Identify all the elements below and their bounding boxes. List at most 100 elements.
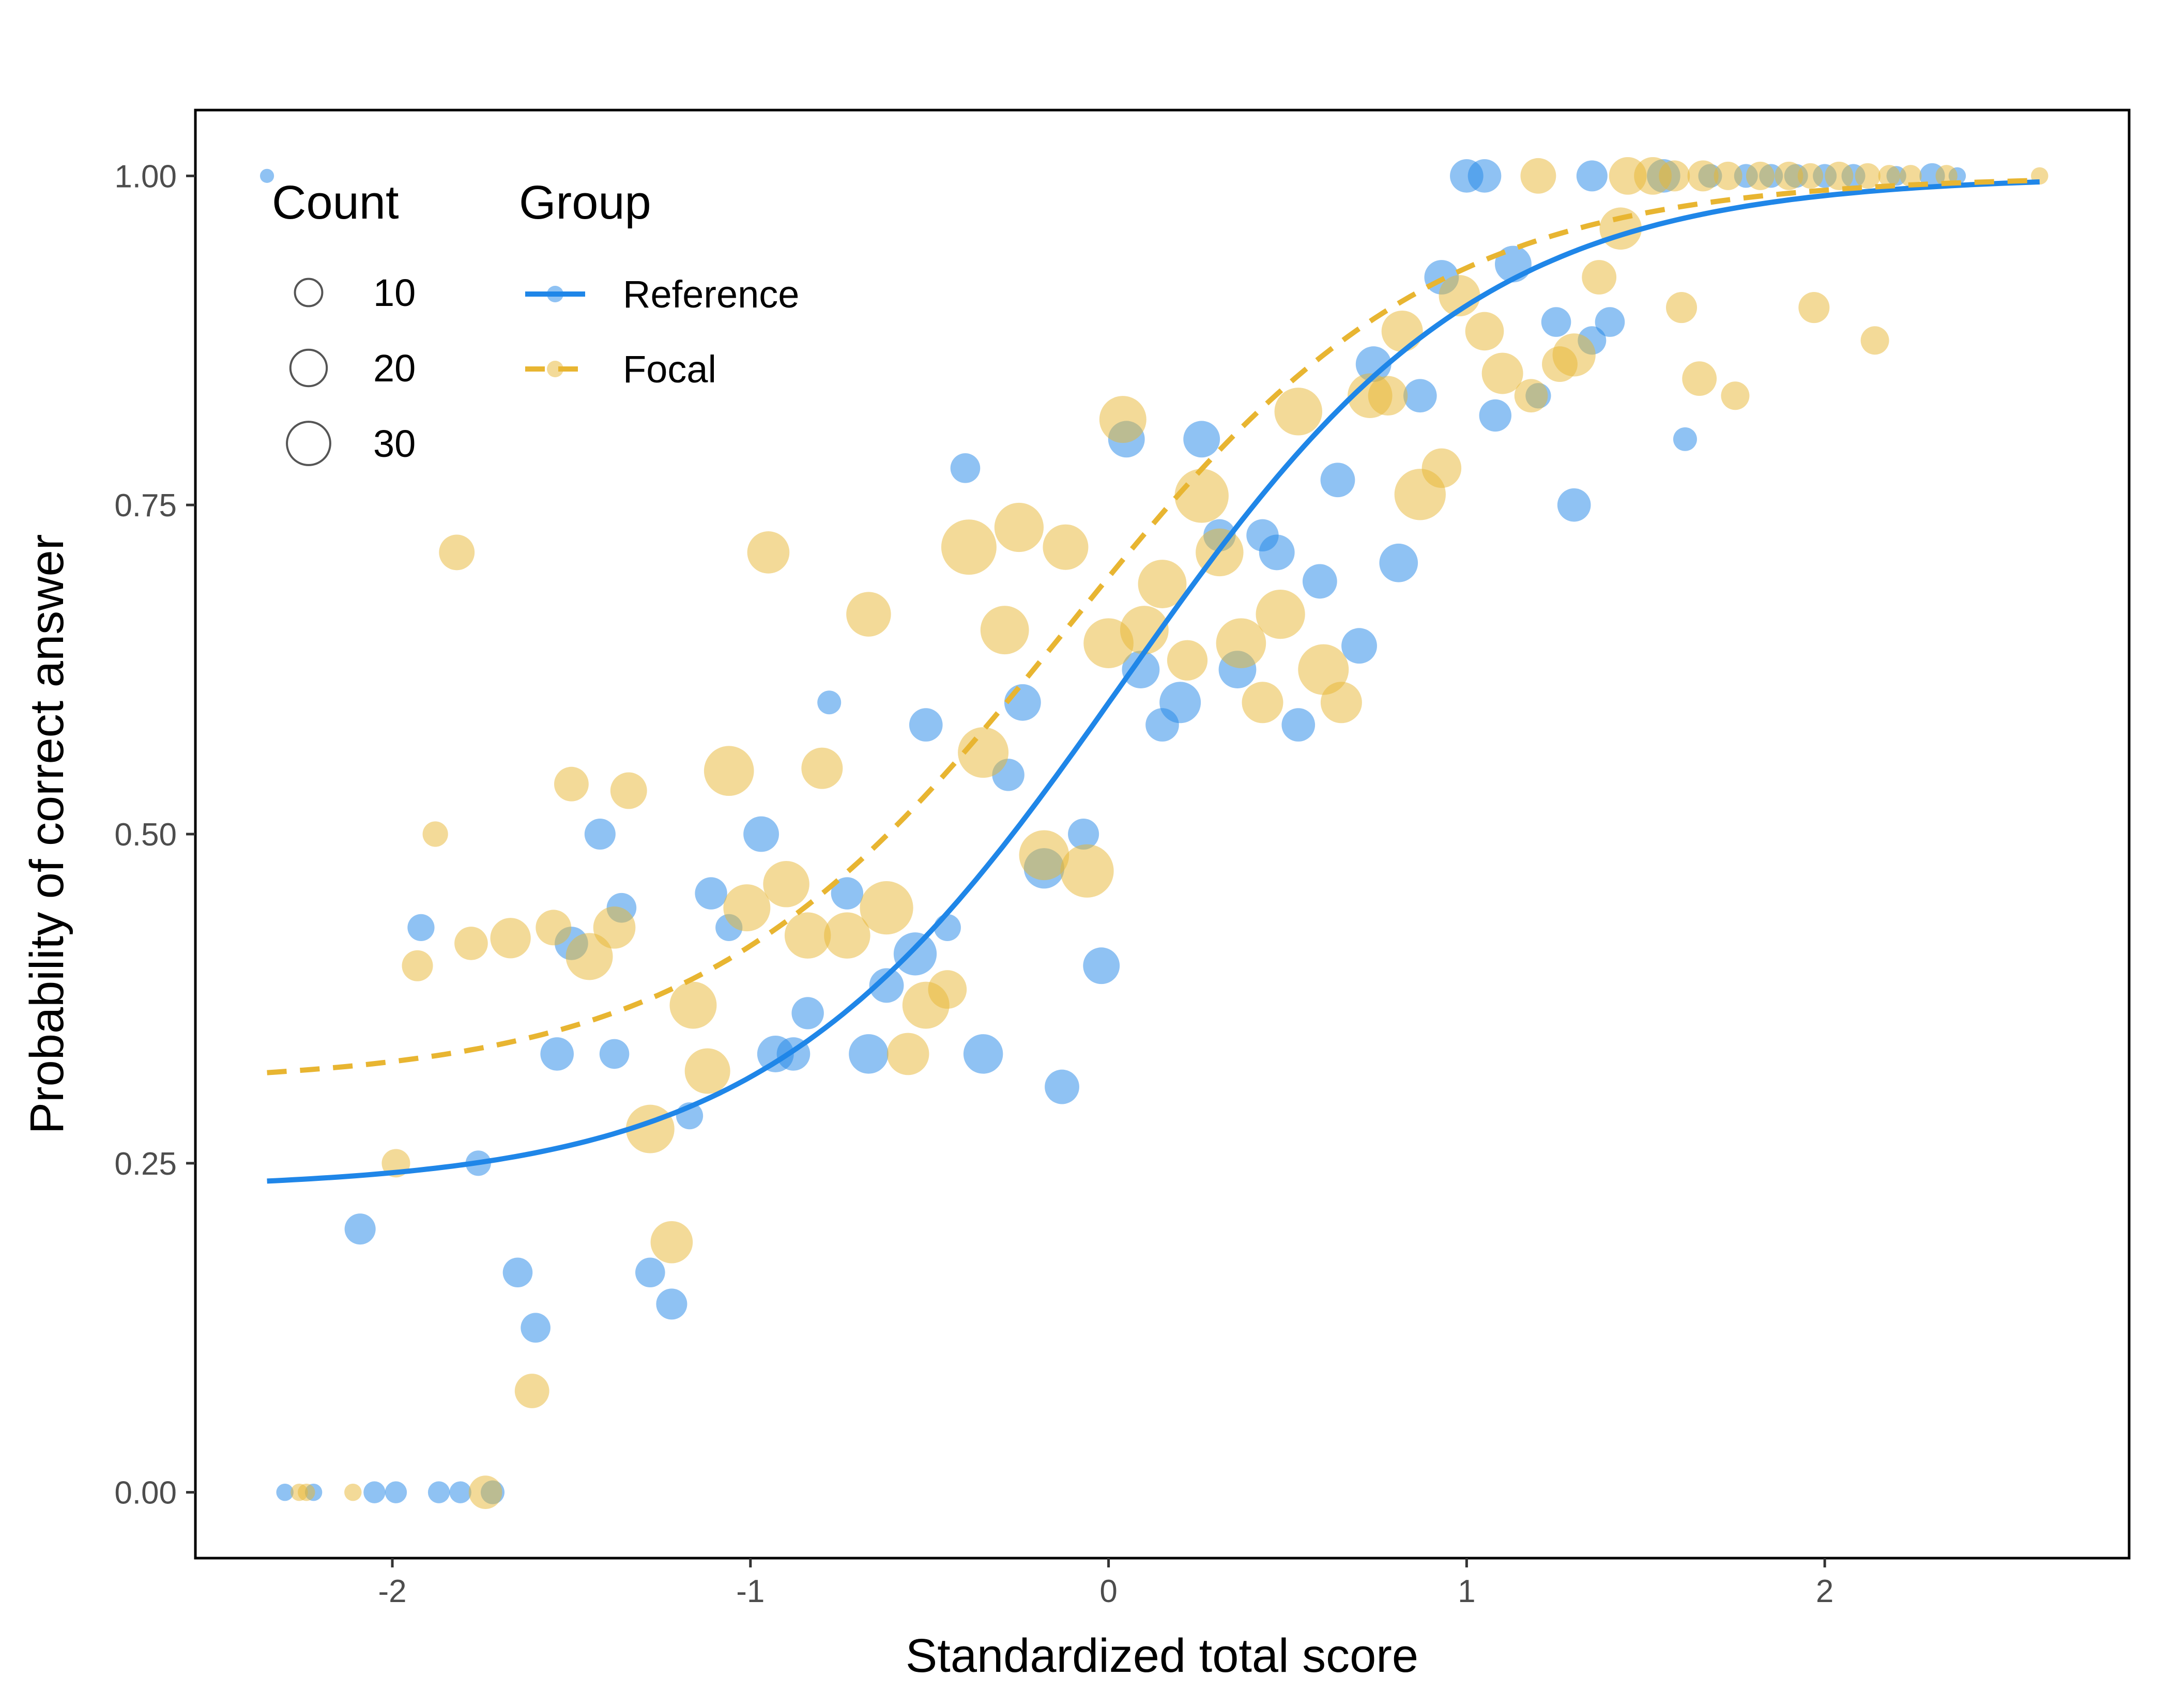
reference-point xyxy=(259,168,274,183)
legend-title-group: Group xyxy=(519,176,651,229)
focal-point xyxy=(1099,396,1146,443)
focal-point xyxy=(1714,161,1742,190)
reference-point xyxy=(1403,379,1437,413)
reference-point xyxy=(1595,307,1625,337)
reference-point xyxy=(950,453,981,483)
focal-fit-line xyxy=(267,178,2040,1075)
focal-point xyxy=(1242,682,1283,724)
reference-point xyxy=(743,816,779,852)
focal-point xyxy=(1775,161,1803,190)
legend-size-key xyxy=(286,421,331,466)
reference-point xyxy=(656,1288,687,1320)
focal-point xyxy=(1682,361,1717,396)
focal-point xyxy=(1274,388,1322,436)
x-tick-label: 2 xyxy=(1816,1574,1833,1609)
reference-point xyxy=(791,997,824,1029)
focal-point xyxy=(1798,292,1830,324)
focal-point xyxy=(1167,640,1208,681)
reference-point xyxy=(817,690,842,715)
focal-point xyxy=(1721,381,1750,410)
y-tick-label: 0.50 xyxy=(114,817,177,853)
focal-point xyxy=(554,766,589,802)
focal-point xyxy=(902,981,950,1029)
reference-point xyxy=(1576,160,1608,192)
focal-point xyxy=(784,912,831,959)
reference-point xyxy=(893,932,937,976)
reference-point xyxy=(385,1481,407,1503)
x-tick-label: 0 xyxy=(1099,1574,1117,1609)
axes-layer: -2 -1 0 1 2 0.00 0.25 0.50 0.75 1.00 xyxy=(114,159,1833,1609)
reference-point xyxy=(599,1039,630,1069)
focal-point xyxy=(1855,163,1880,189)
focal-point xyxy=(422,821,448,847)
reference-point xyxy=(1341,628,1377,664)
focal-point xyxy=(1083,618,1134,668)
focal-point xyxy=(1746,161,1775,190)
reference-point xyxy=(427,1481,450,1503)
focal-point xyxy=(1481,352,1523,394)
reference-point xyxy=(1673,427,1697,451)
focal-point xyxy=(402,950,433,981)
focal-point xyxy=(801,747,843,789)
reference-point xyxy=(363,1481,386,1503)
focal-point xyxy=(439,534,475,571)
y-tick-label: 0.00 xyxy=(114,1475,177,1511)
reference-point xyxy=(1479,399,1511,432)
legend-group-label: Reference xyxy=(623,273,799,316)
focal-point xyxy=(980,606,1029,655)
reference-point xyxy=(449,1481,471,1503)
focal-point xyxy=(763,861,809,907)
reference-point xyxy=(1320,463,1355,498)
focal-point xyxy=(536,910,572,946)
reference-point xyxy=(502,1257,533,1288)
focal-point xyxy=(1665,292,1698,324)
focal-point xyxy=(1043,524,1089,570)
focal-point xyxy=(1368,376,1408,416)
focal-point xyxy=(684,1048,730,1094)
series-points-focal xyxy=(291,157,2048,1509)
focal-point xyxy=(1659,160,1690,192)
reference-point xyxy=(1145,708,1179,742)
focal-point xyxy=(1860,326,1889,355)
focal-point xyxy=(1465,312,1504,351)
focal-point xyxy=(1298,644,1349,695)
focal-point xyxy=(650,1221,693,1264)
legend-title-count: Count xyxy=(272,176,399,229)
focal-point xyxy=(1060,844,1114,898)
legend: Count Group 10 20 30 Reference Focal xyxy=(272,176,799,466)
focal-point xyxy=(886,1033,929,1075)
legend-group-label: Focal xyxy=(623,348,716,391)
focal-point xyxy=(468,1475,502,1509)
y-axis-title: Probability of correct answer xyxy=(21,534,73,1134)
focal-point xyxy=(298,1483,315,1501)
reference-point xyxy=(344,1213,376,1245)
reference-point xyxy=(1083,947,1120,984)
y-tick-label: 0.75 xyxy=(114,488,177,524)
focal-point xyxy=(958,727,1009,778)
x-tick-label: 1 xyxy=(1458,1574,1475,1609)
focal-point xyxy=(1394,469,1446,520)
focal-point xyxy=(1900,165,1922,187)
reference-point xyxy=(521,1313,551,1343)
focal-point xyxy=(704,746,754,796)
legend-group-items: Reference Focal xyxy=(525,273,799,391)
legend-size-key xyxy=(294,278,324,307)
focal-point xyxy=(941,519,997,575)
legend-point-key xyxy=(547,286,563,302)
focal-point xyxy=(1582,260,1617,295)
reference-point xyxy=(635,1257,665,1288)
reference-point xyxy=(1557,488,1591,522)
focal-point xyxy=(1174,469,1229,523)
focal-point xyxy=(747,531,790,574)
x-tick-label: -2 xyxy=(378,1574,406,1609)
y-tick-label: 1.00 xyxy=(114,159,177,194)
reference-point xyxy=(584,818,616,850)
focal-point xyxy=(490,918,531,959)
reference-point xyxy=(909,708,943,742)
reference-fit-line xyxy=(267,179,2040,1184)
focal-point xyxy=(723,884,771,932)
focal-point xyxy=(846,592,891,637)
legend-size-key xyxy=(289,348,328,388)
